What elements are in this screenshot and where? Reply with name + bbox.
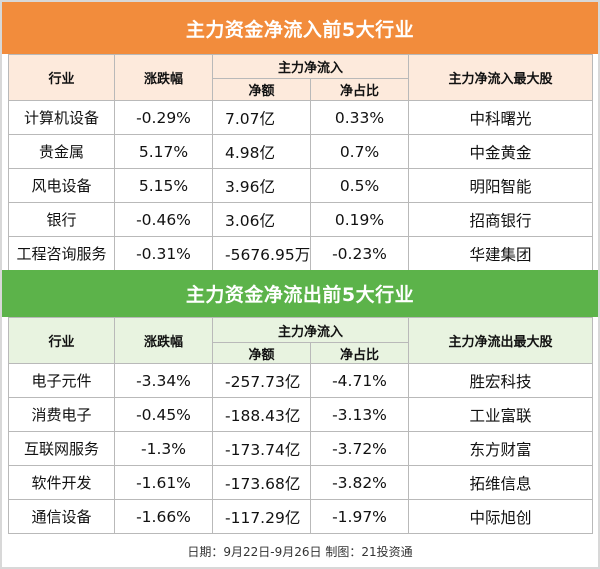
- net-ratio-cell: -3.13%: [309, 397, 410, 432]
- inflow-table: 行业 涨跌幅 主力净流入 主力净流入最大股 净额 净占比 计算机设备 -0.29…: [8, 54, 594, 271]
- top-stock-cell: 华建集团: [408, 236, 594, 271]
- top-stock-cell: 中际旭创: [408, 499, 594, 534]
- net-ratio-cell: 0.7%: [309, 134, 410, 169]
- inflow-col-net-group: 主力净流入: [211, 54, 410, 79]
- inflow-col-net-ratio: 净占比: [309, 78, 410, 101]
- outflow-col-industry: 行业: [8, 317, 115, 364]
- table-row: 消费电子 -0.45% -188.43亿 -3.13% 工业富联: [8, 397, 594, 432]
- net-ratio-cell: -0.23%: [309, 236, 410, 271]
- inflow-title: 主力资金净流入前5大行业: [2, 2, 598, 54]
- industry-cell: 通信设备: [8, 499, 115, 534]
- change-cell: -1.66%: [114, 499, 213, 534]
- outflow-col-net-amount: 净额: [212, 342, 311, 364]
- table-row: 软件开发 -1.61% -173.68亿 -3.82% 拓维信息: [8, 465, 594, 500]
- change-cell: 5.17%: [114, 134, 213, 169]
- top-stock-cell: 中科曙光: [408, 100, 594, 135]
- top-stock-cell: 明阳智能: [408, 168, 594, 203]
- industry-cell: 贵金属: [8, 134, 115, 169]
- top-stock-cell: 招商银行: [408, 202, 594, 237]
- inflow-col-change: 涨跌幅: [114, 54, 213, 101]
- outflow-col-net-ratio: 净占比: [309, 342, 410, 364]
- change-cell: 5.15%: [114, 168, 213, 203]
- industry-cell: 软件开发: [8, 465, 115, 500]
- industry-cell: 消费电子: [8, 397, 115, 432]
- outflow-col-net-group: 主力净流入: [211, 317, 410, 343]
- table-row: 风电设备 5.15% 3.96亿 0.5% 明阳智能: [8, 168, 594, 203]
- top-stock-cell: 拓维信息: [408, 465, 594, 500]
- inflow-header-row: 行业 涨跌幅 主力净流入 主力净流入最大股: [8, 54, 594, 101]
- outflow-col-top-stock: 主力净流出最大股: [408, 317, 594, 364]
- table-row: 互联网服务 -1.3% -173.74亿 -3.72% 东方财富: [8, 431, 594, 466]
- outflow-subheader-row: 净额 净占比: [9, 342, 593, 364]
- net-ratio-cell: -1.97%: [309, 499, 410, 534]
- net-ratio-cell: -3.72%: [309, 431, 410, 466]
- change-cell: -0.45%: [114, 397, 213, 432]
- outflow-title: 主力资金净流出前5大行业: [2, 270, 598, 317]
- inflow-subheader-row: 净额 净占比: [9, 78, 593, 101]
- change-cell: -0.46%: [114, 202, 213, 237]
- net-amount-cell: -173.74亿: [212, 431, 311, 466]
- change-cell: -1.3%: [114, 431, 213, 466]
- industry-cell: 风电设备: [8, 168, 115, 203]
- change-cell: -0.31%: [114, 236, 213, 271]
- net-amount-cell: -257.73亿: [212, 363, 311, 398]
- industry-cell: 计算机设备: [8, 100, 115, 135]
- table-row: 计算机设备 -0.29% 7.07亿 0.33% 中科曙光: [8, 100, 594, 135]
- net-amount-cell: 4.98亿: [212, 134, 311, 169]
- table-row: 通信设备 -1.66% -117.29亿 -1.97% 中际旭创: [8, 499, 594, 534]
- outflow-col-change: 涨跌幅: [114, 317, 213, 364]
- net-amount-cell: -117.29亿: [212, 499, 311, 534]
- inflow-col-top-stock: 主力净流入最大股: [408, 54, 594, 101]
- net-amount-cell: -5676.95万: [212, 236, 311, 271]
- change-cell: -1.61%: [114, 465, 213, 500]
- top-stock-cell: 胜宏科技: [408, 363, 594, 398]
- net-ratio-cell: 0.5%: [309, 168, 410, 203]
- table-row: 银行 -0.46% 3.06亿 0.19% 招商银行: [8, 202, 594, 237]
- net-ratio-cell: -4.71%: [309, 363, 410, 398]
- table-row: 贵金属 5.17% 4.98亿 0.7% 中金黄金: [8, 134, 594, 169]
- footer-credit: 日期：9月22日-9月26日 制图：21投资通: [2, 536, 598, 567]
- top-stock-cell: 东方财富: [408, 431, 594, 466]
- industry-cell: 电子元件: [8, 363, 115, 398]
- change-cell: -0.29%: [114, 100, 213, 135]
- industry-cell: 银行: [8, 202, 115, 237]
- net-amount-cell: -188.43亿: [212, 397, 311, 432]
- inflow-col-industry: 行业: [8, 54, 115, 101]
- outflow-table: 行业 涨跌幅 主力净流入 主力净流出最大股 净额 净占比 电子元件 -3.34%…: [8, 317, 594, 534]
- table-row: 电子元件 -3.34% -257.73亿 -4.71% 胜宏科技: [8, 363, 594, 398]
- change-cell: -3.34%: [114, 363, 213, 398]
- outflow-header-row: 行业 涨跌幅 主力净流入 主力净流出最大股: [8, 317, 594, 364]
- net-ratio-cell: 0.33%: [309, 100, 410, 135]
- inflow-col-net-amount: 净额: [212, 78, 311, 101]
- top-stock-cell: 中金黄金: [408, 134, 594, 169]
- industry-cell: 工程咨询服务: [8, 236, 115, 271]
- net-amount-cell: 3.96亿: [212, 168, 311, 203]
- net-ratio-cell: 0.19%: [309, 202, 410, 237]
- table-row: 工程咨询服务 -0.31% -5676.95万 -0.23% 华建集团: [8, 236, 594, 271]
- top-stock-cell: 工业富联: [408, 397, 594, 432]
- net-amount-cell: -173.68亿: [212, 465, 311, 500]
- net-ratio-cell: -3.82%: [309, 465, 410, 500]
- net-amount-cell: 3.06亿: [212, 202, 311, 237]
- net-amount-cell: 7.07亿: [212, 100, 311, 135]
- industry-cell: 互联网服务: [8, 431, 115, 466]
